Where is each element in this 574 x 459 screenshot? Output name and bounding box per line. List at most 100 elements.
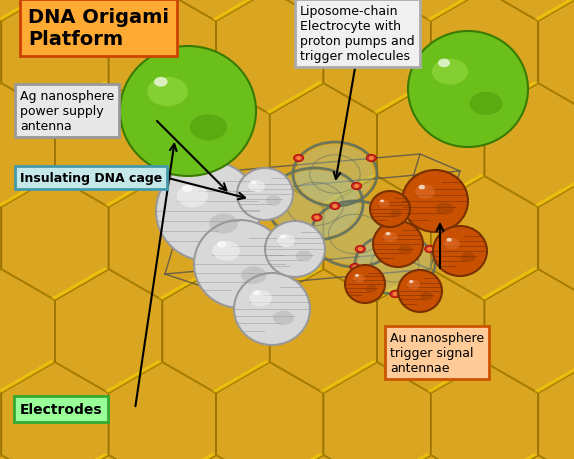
Text: DNA Origami
Platform: DNA Origami Platform: [28, 8, 169, 49]
Polygon shape: [55, 0, 162, 22]
Polygon shape: [0, 269, 55, 393]
Ellipse shape: [265, 222, 325, 277]
Polygon shape: [534, 0, 574, 22]
Ellipse shape: [407, 280, 420, 290]
Polygon shape: [55, 455, 162, 459]
Polygon shape: [1, 0, 62, 32]
Polygon shape: [1, 207, 62, 310]
Ellipse shape: [355, 246, 366, 253]
Polygon shape: [162, 0, 270, 22]
Polygon shape: [55, 393, 116, 459]
Polygon shape: [0, 177, 1, 300]
Polygon shape: [0, 393, 8, 459]
Polygon shape: [212, 360, 324, 393]
Ellipse shape: [277, 235, 295, 247]
Ellipse shape: [315, 216, 319, 220]
Polygon shape: [0, 115, 8, 218]
Polygon shape: [108, 0, 216, 115]
Polygon shape: [162, 84, 270, 207]
Polygon shape: [270, 0, 377, 22]
Polygon shape: [431, 207, 491, 310]
Polygon shape: [484, 22, 545, 125]
Ellipse shape: [249, 291, 272, 307]
Polygon shape: [1, 177, 108, 300]
Ellipse shape: [251, 181, 257, 185]
Polygon shape: [538, 362, 574, 459]
Polygon shape: [377, 0, 484, 22]
Polygon shape: [270, 269, 377, 393]
Polygon shape: [431, 362, 538, 459]
Polygon shape: [270, 84, 377, 207]
Polygon shape: [162, 207, 223, 310]
Polygon shape: [162, 115, 223, 218]
Ellipse shape: [438, 59, 450, 68]
Text: Electrodes: Electrodes: [20, 402, 103, 416]
Polygon shape: [320, 174, 431, 207]
Polygon shape: [484, 84, 574, 207]
Polygon shape: [216, 177, 324, 300]
Polygon shape: [162, 84, 270, 207]
Polygon shape: [484, 393, 545, 459]
Ellipse shape: [212, 241, 240, 261]
Ellipse shape: [388, 214, 398, 222]
Polygon shape: [0, 0, 108, 22]
Ellipse shape: [294, 155, 304, 162]
Polygon shape: [162, 269, 270, 393]
Ellipse shape: [351, 183, 362, 190]
Polygon shape: [266, 268, 377, 300]
Polygon shape: [484, 269, 574, 393]
Polygon shape: [270, 455, 377, 459]
Polygon shape: [0, 174, 108, 207]
Ellipse shape: [280, 235, 286, 239]
Ellipse shape: [461, 253, 475, 263]
Ellipse shape: [366, 285, 377, 293]
Ellipse shape: [147, 78, 188, 107]
Polygon shape: [108, 0, 216, 115]
Polygon shape: [538, 22, 574, 125]
Polygon shape: [270, 300, 331, 403]
Polygon shape: [0, 174, 1, 207]
Polygon shape: [55, 300, 116, 403]
Ellipse shape: [237, 168, 293, 220]
Polygon shape: [162, 455, 270, 459]
Polygon shape: [162, 393, 223, 459]
Polygon shape: [1, 0, 108, 115]
Ellipse shape: [296, 145, 374, 204]
Polygon shape: [377, 300, 438, 403]
Polygon shape: [216, 0, 277, 32]
Polygon shape: [108, 300, 169, 403]
Ellipse shape: [296, 251, 312, 262]
Polygon shape: [538, 177, 574, 300]
Ellipse shape: [433, 226, 487, 276]
Polygon shape: [270, 22, 331, 125]
Ellipse shape: [415, 185, 435, 199]
Polygon shape: [431, 115, 491, 218]
Ellipse shape: [269, 183, 278, 190]
Polygon shape: [320, 0, 431, 22]
Polygon shape: [538, 0, 574, 32]
Polygon shape: [0, 0, 1, 115]
Polygon shape: [0, 300, 8, 403]
Polygon shape: [484, 455, 574, 459]
Polygon shape: [324, 207, 384, 310]
Ellipse shape: [427, 247, 432, 252]
Polygon shape: [484, 84, 574, 207]
Ellipse shape: [436, 203, 454, 215]
Ellipse shape: [409, 280, 413, 284]
Polygon shape: [55, 22, 116, 125]
Polygon shape: [324, 300, 384, 403]
Polygon shape: [108, 207, 169, 310]
Polygon shape: [377, 0, 438, 32]
Ellipse shape: [217, 241, 226, 248]
Ellipse shape: [315, 204, 395, 265]
Polygon shape: [216, 362, 324, 459]
Polygon shape: [0, 0, 1, 115]
Ellipse shape: [358, 247, 363, 252]
Polygon shape: [158, 453, 270, 459]
Ellipse shape: [369, 157, 374, 161]
Ellipse shape: [383, 232, 398, 243]
Polygon shape: [216, 115, 277, 218]
Polygon shape: [377, 207, 438, 310]
Polygon shape: [538, 362, 574, 459]
Polygon shape: [1, 115, 62, 218]
